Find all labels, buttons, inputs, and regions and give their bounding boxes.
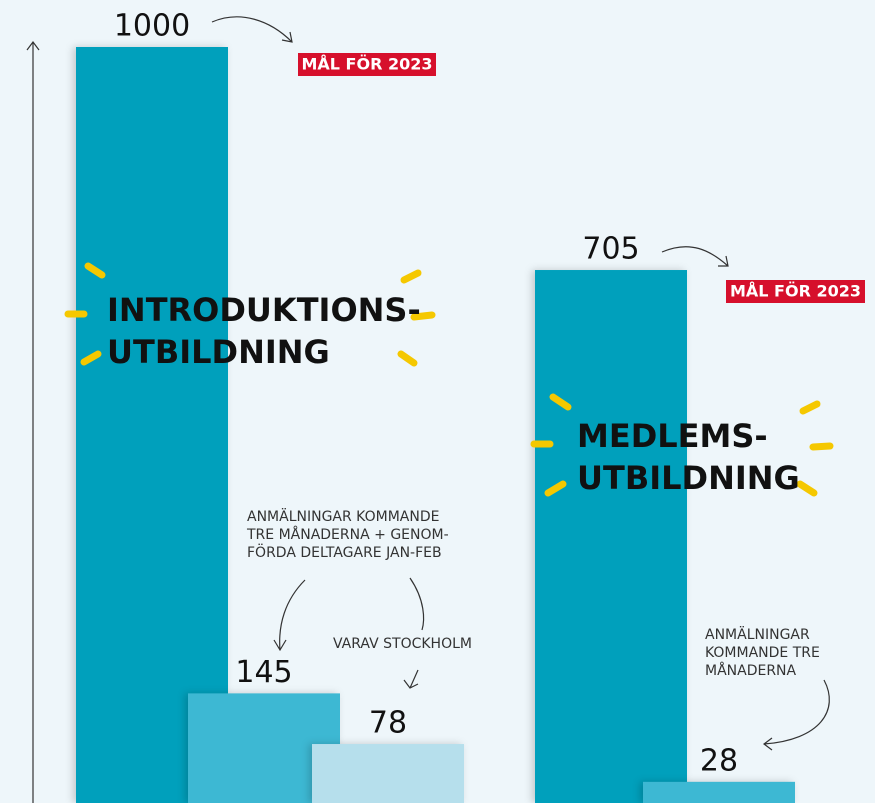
- bar: [643, 782, 795, 803]
- chart: 1000 145 78 MÅL FÖR 2023 INTRODUKTIONS- UTBIL…: [0, 0, 875, 803]
- bar: [312, 744, 464, 803]
- annotation: MÅNADERNA: [705, 662, 797, 679]
- value-label: 145: [235, 655, 292, 690]
- annotation: KOMMANDE TRE: [705, 645, 820, 661]
- arrow: [274, 580, 305, 650]
- group-title: MEDLEMS-: [577, 417, 768, 455]
- group-title: UTBILDNING: [107, 333, 330, 371]
- annotation: TRE MÅNADERNA + GENOM-: [246, 526, 449, 543]
- sparkle: [813, 446, 830, 447]
- goal-label: MÅL FÖR 2023: [301, 55, 432, 74]
- annotation: VARAV STOCKHOLM: [333, 636, 472, 652]
- bar: [76, 47, 228, 803]
- annotation: ANMÄLNINGAR: [705, 625, 810, 643]
- sparkle: [404, 273, 418, 280]
- sparkle: [401, 354, 414, 363]
- value-label: 1000: [114, 9, 190, 44]
- arrow: [662, 247, 728, 266]
- arrow: [764, 680, 829, 750]
- annotation: ANMÄLNINGAR KOMMANDE: [247, 507, 439, 525]
- sparkle: [800, 484, 814, 493]
- goal-label: MÅL FÖR 2023: [730, 282, 861, 301]
- group-title: UTBILDNING: [577, 459, 800, 497]
- sparkle: [803, 404, 817, 411]
- arrow: [410, 578, 424, 630]
- arrow: [404, 670, 418, 688]
- annotation: FÖRDA DELTAGARE JAN-FEB: [247, 543, 442, 561]
- group-title: INTRODUKTIONS-: [107, 291, 421, 329]
- bar: [535, 270, 687, 803]
- value-label: 705: [582, 232, 639, 267]
- value-label: 28: [700, 743, 738, 778]
- value-label: 78: [369, 706, 407, 741]
- arrow: [212, 17, 292, 42]
